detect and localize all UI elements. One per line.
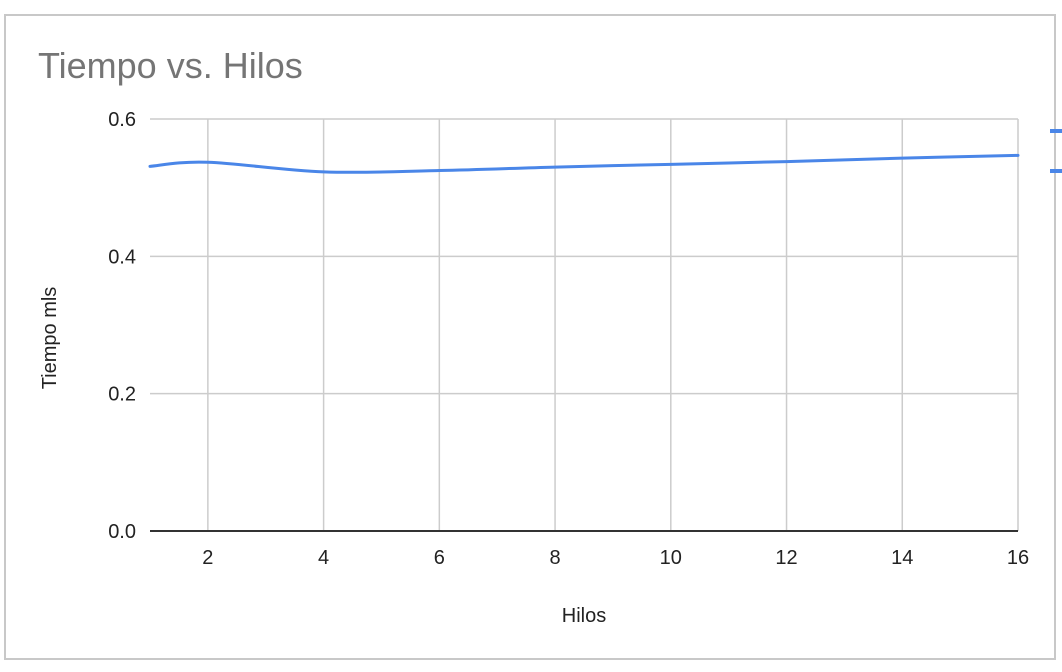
x-tick-label: 2 bbox=[202, 547, 213, 569]
series-line bbox=[148, 153, 1020, 174]
x-tick-label: 10 bbox=[660, 547, 682, 569]
chart-container[interactable] bbox=[4, 14, 1056, 660]
y-tick-label: 0.2 bbox=[108, 384, 136, 406]
grid-lines bbox=[150, 118, 1019, 531]
y-axis-label: Tiempo mls bbox=[39, 287, 61, 390]
x-tick-label: 6 bbox=[434, 547, 445, 569]
y-tick-label: 0.0 bbox=[108, 521, 136, 543]
chart-title: Tiempo vs. Hilos bbox=[38, 45, 303, 86]
y-tick-label: 0.6 bbox=[108, 109, 136, 131]
x-axis-label: Hilos bbox=[562, 605, 606, 627]
series-lines bbox=[148, 153, 1020, 174]
legend-marks bbox=[1050, 129, 1062, 173]
y-tick-label: 0.4 bbox=[108, 246, 136, 268]
tick-labels: 0.0 0.2 0.4 0.6 2 4 6 8 10 12 14 16 bbox=[108, 109, 1029, 569]
x-tick-label: 16 bbox=[1007, 547, 1029, 569]
x-tick-label: 14 bbox=[891, 547, 913, 569]
x-tick-label: 4 bbox=[318, 547, 329, 569]
x-tick-label: 8 bbox=[550, 547, 561, 569]
x-tick-label: 12 bbox=[775, 547, 797, 569]
